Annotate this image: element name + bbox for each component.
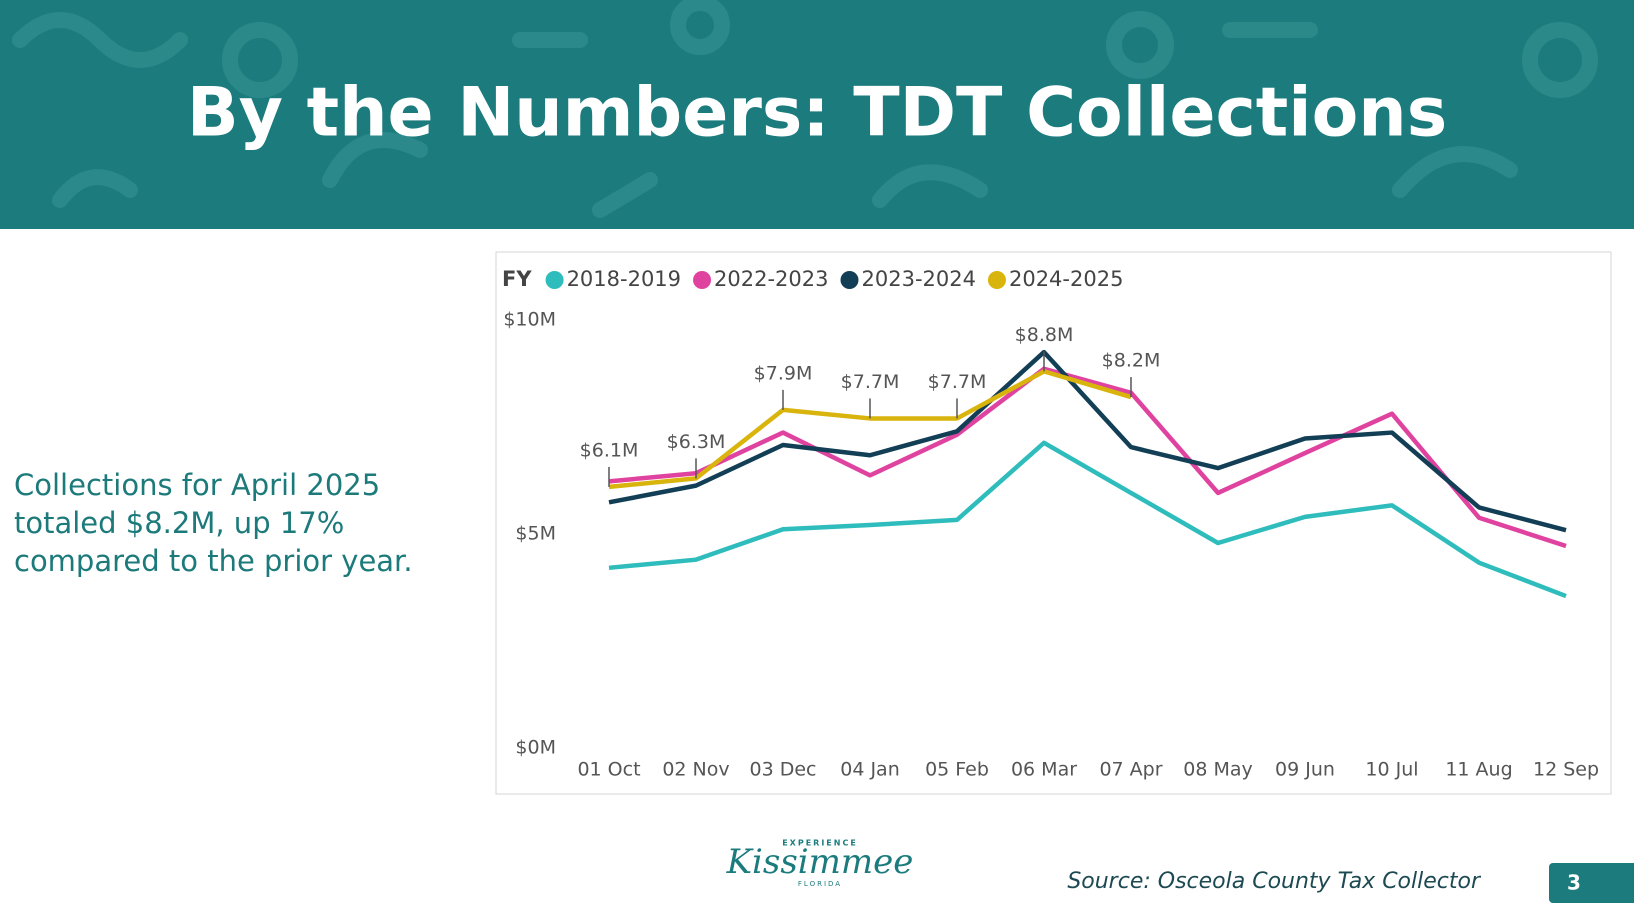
data-label: $8.2M [1102, 350, 1161, 372]
logo-top: EXPERIENCE [782, 839, 858, 848]
series-line [608, 349, 1567, 533]
legend-marker [693, 271, 712, 289]
page-badge [1549, 863, 1634, 903]
x-tick-label: 12 Sep [1533, 759, 1599, 781]
x-tick-label: 07 Apr [1099, 759, 1162, 781]
x-tick-label: 09 Jun [1275, 759, 1335, 781]
x-tick-label: 08 May [1183, 759, 1253, 781]
y-tick-label: $5M [515, 523, 556, 545]
header-pattern [12, 0, 1598, 218]
summary-text: Collections for April 2025 totaled $8.2M… [14, 468, 413, 578]
data-label: $7.7M [928, 371, 987, 393]
data-label: $7.7M [841, 371, 900, 393]
logo-bottom: FLORIDA [798, 880, 842, 888]
x-tick-label: 04 Jan [840, 759, 900, 781]
page-number: 3 [1567, 871, 1581, 895]
series-line [608, 366, 1567, 549]
x-tick-label: 01 Oct [577, 759, 640, 781]
logo: EXPERIENCE Kissimmee FLORIDA [726, 839, 914, 889]
y-tick-label: $0M [515, 737, 556, 759]
legend-label: 2022-2023 [714, 267, 828, 291]
x-tick-label: 06 Mar [1011, 759, 1077, 781]
slide-title: By the Numbers: TDT Collections [187, 74, 1447, 153]
source-note: Source: Osceola County Tax Collector [1067, 869, 1482, 894]
data-label: $6.3M [667, 431, 726, 453]
legend-label: 2023-2024 [862, 267, 976, 291]
x-tick-label: 03 Dec [750, 759, 817, 781]
legend-marker [840, 271, 859, 289]
legend-title: FY [502, 267, 532, 291]
data-label: $7.9M [754, 362, 813, 384]
legend-label: 2018-2019 [567, 267, 681, 291]
legend-marker [545, 271, 564, 289]
x-tick-label: 02 Nov [662, 759, 729, 781]
x-tick-label: 11 Aug [1445, 759, 1512, 781]
x-tick-label: 05 Feb [925, 759, 989, 781]
data-label: $8.8M [1015, 324, 1074, 346]
x-tick-label: 10 Jul [1365, 759, 1418, 781]
logo-name: Kissimmee [726, 842, 914, 882]
y-tick-label: $10M [503, 309, 556, 331]
legend-label: 2024-2025 [1009, 267, 1123, 291]
series-line [608, 440, 1567, 599]
data-label: $6.1M [580, 439, 639, 461]
legend-marker [987, 271, 1006, 289]
chart-panel [495, 251, 1612, 795]
